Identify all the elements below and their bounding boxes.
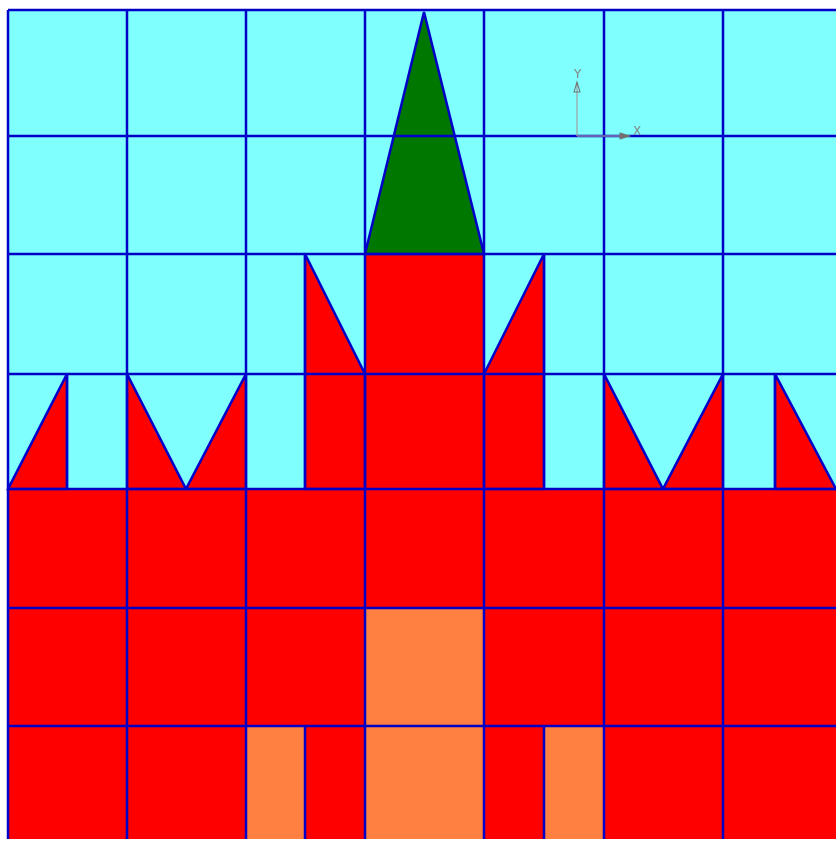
y-axis-arrow-icon [573,80,581,93]
side-door-left [246,726,305,844]
main-gate [365,608,484,844]
x-axis-label: X [633,124,641,138]
axis-triad: Y X [573,67,641,140]
mesh-grid [6,8,836,839]
side-door-right [544,726,604,844]
y-axis-label: Y [573,67,582,81]
x-axis-arrow-icon [619,132,632,140]
